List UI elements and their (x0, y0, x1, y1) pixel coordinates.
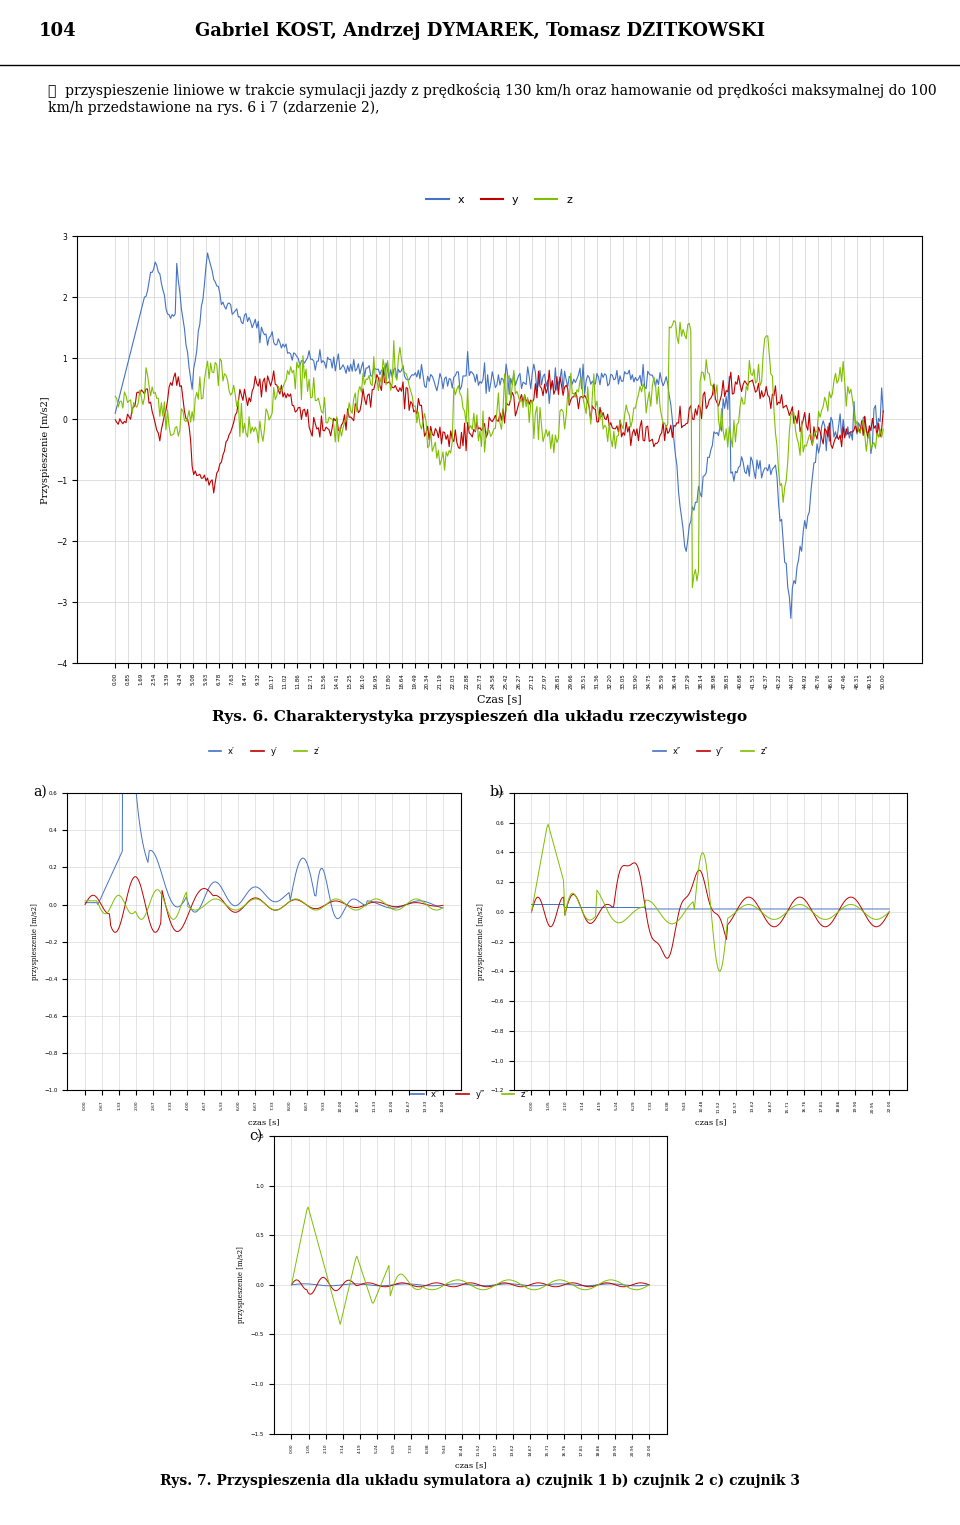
X-axis label: Czas [s]: Czas [s] (477, 694, 521, 705)
Legend: x‴, y‴, z‴: x‴, y‴, z‴ (408, 1087, 533, 1103)
Text: Rys. 7. Przyspieszenia dla układu symulatora a) czujnik 1 b) czujnik 2 c) czujni: Rys. 7. Przyspieszenia dla układu symula… (160, 1473, 800, 1488)
Y-axis label: przyspieszenie [m/s2]: przyspieszenie [m/s2] (477, 903, 485, 981)
Text: ➤  przyspieszenie liniowe w trakcie symulacji jazdy z prędkością 130 km/h oraz h: ➤ przyspieszenie liniowe w trakcie symul… (48, 82, 937, 114)
Text: b): b) (490, 785, 504, 799)
Legend: x′, y′, z′: x′, y′, z′ (205, 744, 323, 759)
Text: Rys. 6. Charakterystyka przyspieszeń dla układu rzeczywistego: Rys. 6. Charakterystyka przyspieszeń dla… (212, 709, 748, 724)
Legend: x, y, z: x, y, z (421, 191, 577, 209)
Y-axis label: Przyspieszenie [m/s2]: Przyspieszenie [m/s2] (41, 396, 50, 503)
X-axis label: czas [s]: czas [s] (695, 1118, 726, 1125)
Text: a): a) (34, 785, 47, 799)
Legend: x″, y″, z″: x″, y″, z″ (650, 744, 771, 759)
Text: c): c) (250, 1128, 263, 1142)
Text: 104: 104 (38, 21, 76, 40)
Y-axis label: przyspieszenie [m/s2]: przyspieszenie [m/s2] (237, 1246, 245, 1324)
Text: Gabriel KOST, Andrzej DYMAREK, Tomasz DZITKOWSKI: Gabriel KOST, Andrzej DYMAREK, Tomasz DZ… (195, 21, 765, 40)
Y-axis label: przyspieszenie [m/s2]: przyspieszenie [m/s2] (31, 903, 38, 981)
X-axis label: czas [s]: czas [s] (455, 1461, 486, 1469)
X-axis label: czas [s]: czas [s] (249, 1118, 279, 1125)
